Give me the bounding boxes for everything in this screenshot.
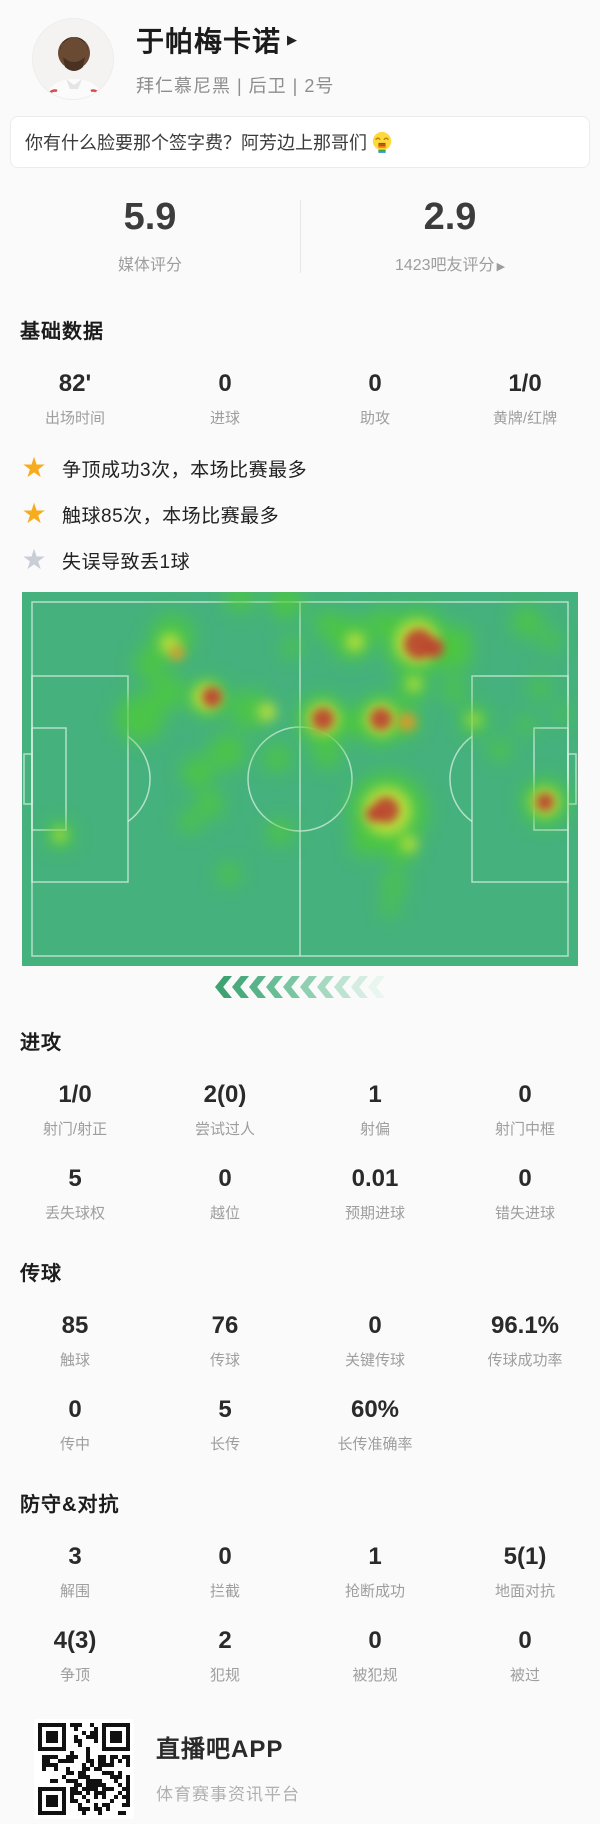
highlight-text: 触球85次，本场比赛最多: [62, 505, 280, 527]
stat-pass-accuracy: 96.1% 传球成功率: [487, 1312, 563, 1369]
highlight-text: 失误导致丢1球: [62, 551, 191, 573]
app-tagline: 体育赛事资讯平台: [156, 1785, 300, 1804]
left-chevron-icon: [215, 976, 232, 998]
stat-interceptions: 0 拦截: [209, 1543, 240, 1600]
stat-cards: 1/0 黄牌/红牌: [492, 370, 558, 427]
passing-stats-row-2: 0 传中 5 长传 60% 长传准确率: [0, 1396, 600, 1454]
left-chevron-icon: [300, 976, 317, 998]
left-chevron-icon: [266, 976, 283, 998]
media-rating: 5.9 媒体评分: [0, 186, 300, 289]
stat-was-fouled: 0 被犯规: [352, 1627, 398, 1684]
section-title-attack: 进攻: [20, 1032, 62, 1054]
stat-empty-cell: [450, 1396, 600, 1454]
gold-star-icon: ★: [21, 498, 47, 529]
stat-possession-lost: 5 丢失球权: [44, 1165, 105, 1222]
player-header: 于帕梅卡诺 ▶ 拜仁慕尼黑 | 后卫 | 2号: [0, 0, 600, 100]
left-chevron-icon: [232, 976, 249, 998]
section-title-passing: 传球: [20, 1263, 62, 1285]
fans-rating-score: 2.9: [423, 196, 477, 238]
stat-crosses: 0 传中: [59, 1396, 90, 1453]
player-photo: [33, 19, 113, 99]
stat-goals: 0 进球: [209, 370, 240, 427]
attack-stats-row-1: 1/0 射门/射正 2(0) 尝试过人 1 射偏 0 射门中框: [0, 1081, 600, 1139]
stat-passes: 76 传球: [209, 1312, 240, 1369]
attack-direction-arrows: [0, 976, 600, 1000]
stat-aerial-duels: 4(3) 争顶: [53, 1627, 97, 1684]
stat-long-balls: 5 长传: [209, 1396, 240, 1453]
stat-shots: 1/0 射门/射正: [42, 1081, 108, 1138]
rainbow-vomit-emoji: [371, 131, 393, 153]
ratings-row: 5.9 媒体评分 2.9 1423吧友评分 ▶: [0, 186, 600, 289]
stat-long-ball-accuracy: 60% 长传准确率: [337, 1396, 413, 1453]
media-rating-score: 5.9: [123, 196, 177, 238]
left-chevron-icon: [317, 976, 334, 998]
stat-big-chances-missed: 0 错失进球: [494, 1165, 555, 1222]
left-chevron-icon: [249, 976, 266, 998]
highlight-text: 争顶成功3次，本场比赛最多: [62, 459, 308, 481]
media-rating-label: 媒体评分: [117, 257, 182, 274]
player-name-row[interactable]: 于帕梅卡诺 ▶: [136, 20, 334, 60]
stat-dribbles: 2(0) 尝试过人: [194, 1081, 255, 1138]
stat-touches: 85 触球: [59, 1312, 90, 1369]
stat-minutes: 82' 出场时间: [44, 370, 105, 427]
stat-offsides: 0 越位: [209, 1165, 240, 1222]
stat-dribbled-past: 0 被过: [509, 1627, 540, 1684]
app-footer: 直播吧APP 体育赛事资讯平台: [34, 1719, 600, 1819]
defense-stats-row-1: 3 解围 0 拦截 1 抢断成功 5(1) 地面对抗: [0, 1543, 600, 1601]
passing-stats-row-1: 85 触球 76 传球 0 关键传球 96.1% 传球成功率: [0, 1312, 600, 1370]
player-avatar[interactable]: [32, 18, 114, 100]
left-chevron-icon: [351, 976, 368, 998]
fans-rating[interactable]: 2.9 1423吧友评分 ▶: [300, 186, 600, 289]
stat-ground-duels: 5(1) 地面对抗: [494, 1543, 555, 1600]
player-name: 于帕梅卡诺: [136, 26, 282, 57]
gold-star-icon: ★: [21, 452, 47, 483]
app-name: 直播吧APP: [156, 1736, 284, 1763]
player-team-info: 拜仁慕尼黑 | 后卫 | 2号: [136, 76, 335, 96]
stat-fouls: 2 犯规: [209, 1627, 240, 1684]
heat-blobs-green: [46, 592, 570, 916]
chevron-right-icon: ▶: [287, 32, 299, 47]
highlight-item: ★ 失误导致丢1球: [18, 546, 600, 574]
hot-comment-text: 你有什么脸要那个签字费？阿芳边上那哥们: [25, 133, 367, 153]
stat-tackles: 1 抢断成功: [344, 1543, 405, 1600]
attack-stats-row-2: 5 丢失球权 0 越位 0.01 预期进球 0 错失进球: [0, 1165, 600, 1223]
highlights-list: ★ 争顶成功3次，本场比赛最多 ★ 触球85次，本场比赛最多 ★ 失误导致丢1球: [18, 454, 600, 574]
left-chevron-icon: [334, 976, 351, 998]
highlight-item: ★ 争顶成功3次，本场比赛最多: [18, 454, 600, 482]
gray-star-icon: ★: [21, 544, 47, 575]
stat-clearances: 3 解围: [59, 1543, 90, 1600]
stat-assists: 0 助攻: [359, 370, 390, 427]
highlight-item: ★ 触球85次，本场比赛最多: [18, 500, 600, 528]
defense-stats-row-2: 4(3) 争顶 2 犯规 0 被犯规 0 被过: [0, 1627, 600, 1685]
chevron-right-icon: ▶: [496, 261, 506, 273]
hot-comment-card[interactable]: 你有什么脸要那个签字费？阿芳边上那哥们: [10, 116, 590, 168]
fans-rating-label: 1423吧友评分: [394, 257, 495, 274]
section-title-defense: 防守&对抗: [20, 1494, 120, 1516]
heat-blobs-orange: [170, 646, 416, 731]
heatmap-pitch: [22, 592, 578, 966]
heat-blobs-red: [202, 629, 554, 823]
basic-stats-row: 82' 出场时间 0 进球 0 助攻 1/0 黄牌/红牌: [0, 370, 600, 428]
qr-code: [34, 1719, 134, 1819]
stat-woodwork: 0 射门中框: [494, 1081, 555, 1138]
left-chevron-icon: [368, 976, 385, 998]
ratings-divider: [300, 200, 301, 273]
left-chevron-icon: [283, 976, 300, 998]
stat-xg: 0.01 预期进球: [344, 1165, 405, 1222]
stat-key-passes: 0 关键传球: [344, 1312, 405, 1369]
stat-shots-off: 1 射偏: [359, 1081, 390, 1138]
section-title-basic: 基础数据: [20, 321, 104, 343]
